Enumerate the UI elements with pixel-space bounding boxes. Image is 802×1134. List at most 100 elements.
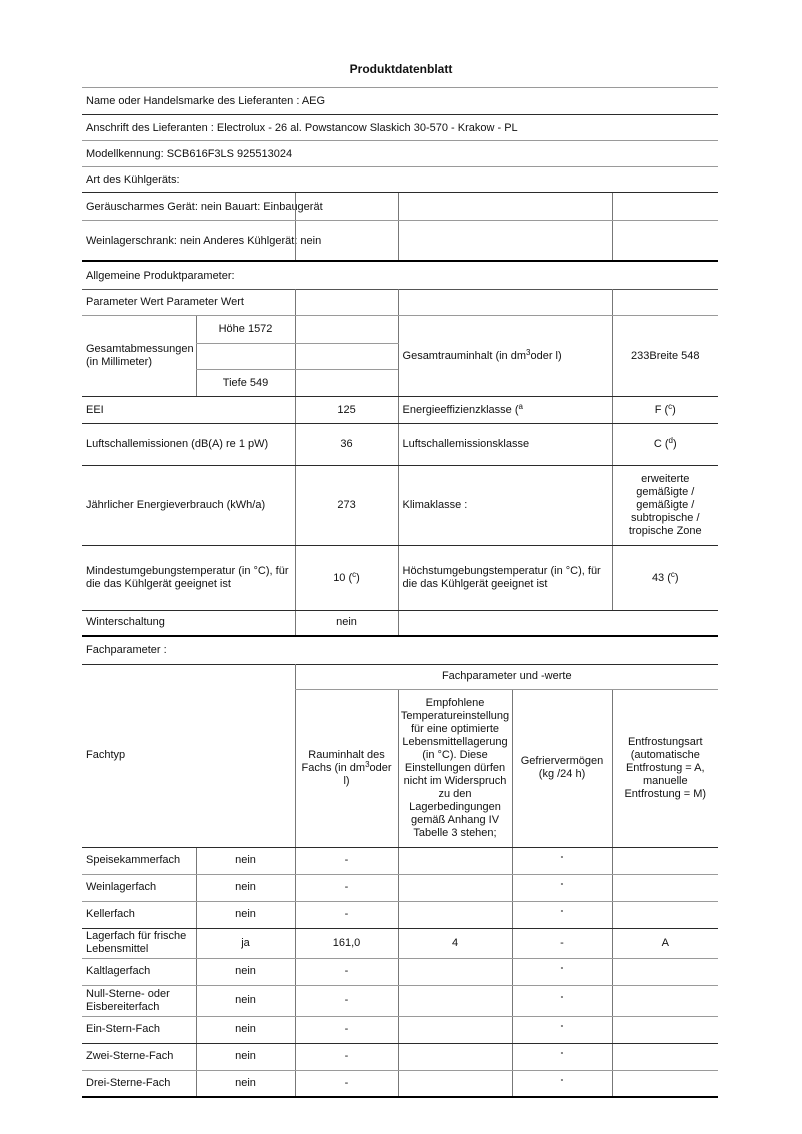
defrost-col-header: Entfrostungsart (automatische Entfrostun… [611, 689, 719, 848]
compartment-row: Kellerfach nein - - [82, 901, 719, 929]
compartment-present: nein [195, 847, 296, 875]
compartment-volume: - [294, 985, 399, 1017]
compartment-present: nein [195, 901, 296, 929]
compartment-name: Lagerfach für frische Lebensmittel [82, 928, 196, 959]
empty-cell [398, 193, 612, 220]
compartment-freezing: - [511, 928, 613, 959]
compartment-temp [397, 1043, 513, 1071]
empty-cell [294, 369, 399, 397]
noise-class-label: Luftschallemissionsklasse [397, 423, 613, 466]
empty-cell [294, 315, 399, 344]
compartment-present: nein [195, 958, 296, 986]
compartment-temp [397, 1070, 513, 1098]
energy-consumption-row: Jährlicher Energieverbrauch (kWh/a) 273 … [82, 465, 719, 546]
compartment-row: Lagerfach für frische Lebensmittel ja 16… [82, 928, 719, 959]
empty-cell [294, 343, 399, 370]
param-header-cell: Parameter Wert Parameter Wert [82, 289, 296, 316]
compartment-present: nein [195, 874, 296, 902]
sup-marker: 3 [365, 759, 370, 769]
compartments-column-header-row: Rauminhalt des Fachs (in dm3oder l) Empf… [82, 689, 719, 848]
type-row-2: Weinlagerschrank: nein Anderes Kühlgerät… [82, 221, 718, 262]
compartment-freezing: - [511, 1043, 613, 1071]
dimension-height-cell: Höhe 1572 [195, 315, 296, 344]
compartment-temp: 4 [397, 928, 513, 959]
compartment-volume: - [294, 1016, 399, 1044]
temp-col-header: Empfohlene Temperatureinstellung für ein… [397, 689, 513, 848]
compartment-present: nein [195, 1070, 296, 1098]
compartment-defrost: A [611, 928, 719, 959]
compartment-defrost [611, 1070, 719, 1098]
compartment-defrost [611, 958, 719, 986]
compartment-freezing: - [511, 901, 613, 929]
compartment-volume: 161,0 [294, 928, 399, 959]
compartment-freezing: - [511, 1016, 613, 1044]
total-volume-label: Gesamtrauminhalt (in dm3oder l) [397, 315, 613, 397]
compartment-defrost [611, 901, 719, 929]
compartment-present: nein [195, 1016, 296, 1044]
total-volume-value: 233Breite 548 [611, 315, 719, 397]
compartment-defrost [611, 1043, 719, 1071]
compartment-name: Speisekammerfach [82, 847, 196, 875]
compartment-temp [397, 1016, 513, 1044]
compartment-row: Ein-Stern-Fach nein - - [82, 1016, 719, 1044]
type-row-1-text: Geräuscharmes Gerät: nein Bauart: Einbau… [86, 200, 323, 213]
compartment-name: Weinlagerfach [82, 874, 196, 902]
compartment-row: Null-Sterne- oder Eisbereiterfach nein -… [82, 985, 719, 1017]
sup-marker: a [518, 401, 523, 411]
compartment-freezing: - [511, 1070, 613, 1098]
empty-cell [398, 221, 612, 260]
winter-label: Winterschaltung [82, 610, 296, 637]
eei-row: EEI 125 Energieeffizienzklasse (a F (c) [82, 396, 719, 424]
energy-class-value: F (c) [611, 396, 719, 424]
compartment-name: Drei-Sterne-Fach [82, 1070, 196, 1098]
empty-cell [295, 193, 398, 220]
energy-consumption-value: 273 [294, 465, 399, 546]
freezing-col-header: Gefriervermögen (kg /24 h) [511, 689, 613, 848]
empty-cell [295, 221, 398, 260]
empty-cell [611, 289, 719, 316]
compartment-volume: - [294, 847, 399, 875]
winter-row: Winterschaltung nein [82, 610, 719, 637]
compartment-present: nein [195, 1043, 296, 1071]
compartment-temp [397, 874, 513, 902]
max-temp-label: Höchstumgebungstemperatur (in °C), für d… [397, 545, 613, 611]
compartment-volume: - [294, 1043, 399, 1071]
eei-value: 125 [294, 396, 399, 424]
param-header-row: Parameter Wert Parameter Wert [82, 289, 719, 316]
compartment-row: Kaltlagerfach nein - - [82, 958, 719, 986]
compartments-heading: Fachparameter : [86, 644, 167, 656]
sup-marker: c [670, 569, 675, 579]
winter-value: nein [294, 610, 399, 637]
temperature-row: Mindestumgebungstemperatur (in °C), für … [82, 545, 719, 611]
compartment-freezing: - [511, 985, 613, 1017]
compartment-defrost [611, 1016, 719, 1044]
max-temp-value: 43 (c) [611, 545, 719, 611]
compartments-table: Fachtyp Fachparameter und -werte Rauminh… [82, 663, 719, 1098]
compartment-name: Zwei-Sterne-Fach [82, 1043, 196, 1071]
compartment-row: Speisekammerfach nein - - [82, 847, 719, 875]
compartment-temp [397, 985, 513, 1017]
compartment-volume: - [294, 874, 399, 902]
empty-cell [612, 221, 718, 260]
dimension-depth-cell: Tiefe 549 [195, 369, 296, 397]
compartments-group-header-row: Fachtyp Fachparameter und -werte [82, 664, 719, 848]
compartment-freezing: - [511, 874, 613, 902]
climate-value: erweiterte gemäßigte / gemäßigte / subtr… [611, 465, 719, 546]
compartment-present: nein [195, 985, 296, 1017]
energy-consumption-label: Jährlicher Energieverbrauch (kWh/a) [82, 465, 296, 546]
model-row: Modellkennung: SCB616F3LS 925513024 [82, 141, 718, 167]
empty-cell [612, 193, 718, 220]
compartment-volume: - [294, 901, 399, 929]
empty-cell [294, 289, 399, 316]
compartment-freezing: - [511, 958, 613, 986]
compartment-name: Null-Sterne- oder Eisbereiterfach [82, 985, 196, 1017]
document-body: Name oder Handelsmarke des Lieferanten :… [82, 87, 719, 1098]
sup-marker: d [668, 436, 673, 445]
type-row-1: Geräuscharmes Gerät: nein Bauart: Einbau… [82, 193, 718, 221]
climate-label: Klimaklasse : [397, 465, 613, 546]
document-title: Produktdatenblatt [349, 62, 453, 76]
sup-marker: 3 [526, 347, 531, 357]
type-heading: Art des Kühlgeräts: [82, 167, 718, 193]
compartment-defrost [611, 847, 719, 875]
